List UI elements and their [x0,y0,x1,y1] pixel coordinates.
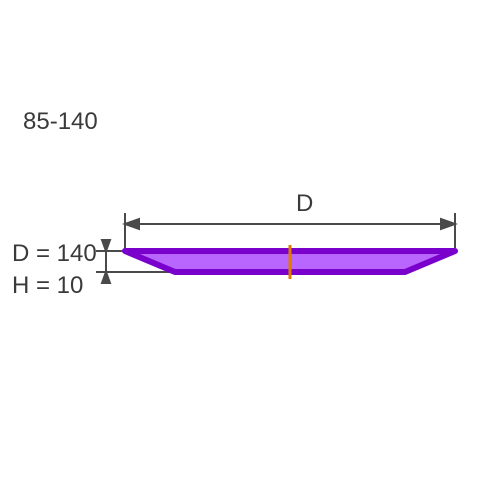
dim-d-group [125,213,455,248]
drawing-svg [0,0,500,500]
diagram-canvas: 85-140 D = 140 H = 10 D [0,0,500,500]
